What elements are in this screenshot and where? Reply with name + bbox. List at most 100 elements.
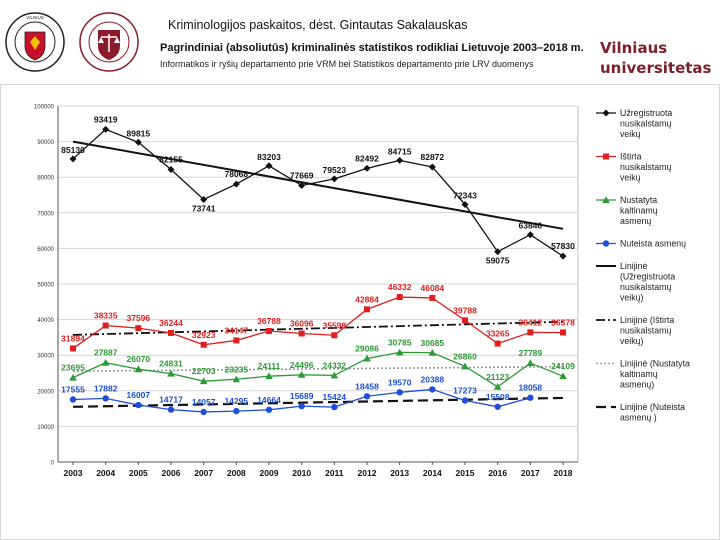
legend-label: kaltinamų [620,369,658,379]
data-label: 35598 [323,320,347,330]
university-wordmark: Vilniaus universitetas [600,38,711,78]
series-line [72,296,564,349]
data-point [330,175,338,183]
data-label: 18058 [519,383,543,393]
y-tick-label: 50000 [37,283,54,289]
data-point [265,162,273,170]
data-point [102,125,110,133]
data-label: 79523 [323,165,347,175]
data-label: 32923 [192,330,216,340]
x-tick-label: 2013 [390,468,409,478]
data-label: 24496 [290,360,314,370]
data-label: 46084 [421,283,445,293]
data-point [363,393,371,400]
data-point [134,138,142,146]
data-point [493,383,502,390]
data-point [102,322,109,329]
data-label: 38335 [94,311,118,321]
y-tick-label: 30000 [37,354,54,360]
x-tick-label: 2011 [325,468,344,478]
data-label: 24831 [159,359,183,369]
data-point [527,329,534,336]
vilnius-university-seal-icon: VILNIUS [5,12,65,72]
y-tick-label: 80000 [37,176,54,182]
legend-label: nusikalstamų [620,282,671,292]
data-point [297,370,306,378]
data-label: 26070 [127,354,151,364]
x-tick-label: 2004 [96,468,115,478]
x-tick-label: 2012 [358,468,377,478]
legend-label: (Užregistruota [620,272,675,282]
x-tick-label: 2017 [521,468,540,478]
y-tick-label: 60000 [37,247,54,253]
data-point [527,394,534,401]
data-point [167,406,175,413]
legend-label: Linijinė (Nustatyta [620,359,690,369]
y-tick-label: 90000 [37,140,54,146]
legend-label: nusikalstamų [620,326,671,336]
data-label: 24332 [323,360,347,370]
data-point [396,389,403,396]
legend-label: veikų [620,173,641,183]
y-tick-label: 40000 [37,318,54,324]
legend-label: veikų) [620,336,644,346]
legend-label: Užregistruota [620,108,672,118]
data-label: 36412 [519,317,543,327]
data-point [233,337,240,344]
x-tick-label: 2005 [129,468,148,478]
data-point [298,181,306,189]
data-point [200,341,207,348]
data-label: 23235 [225,364,249,374]
data-label: 78068 [225,169,249,179]
data-label: 82155 [159,155,183,165]
data-point [265,372,273,380]
data-label: 42884 [355,294,379,304]
data-point [265,406,273,413]
data-point [461,397,469,404]
data-label: 82872 [421,152,445,162]
course-title: Kriminologijos paskaitos, dėst. Gintauta… [168,18,468,32]
data-label: 37596 [127,313,151,323]
series-line [72,351,564,388]
university-wordmark-line2: universitetas [600,59,712,77]
data-label: 27789 [519,348,543,358]
chart-subtitle: Informatikos ir ryšių departamento prie … [160,59,534,69]
x-tick-label: 2007 [194,468,213,478]
data-label: 22703 [192,366,216,376]
data-point [526,359,535,367]
legend-label: veikų) [620,293,644,303]
data-point [429,294,436,301]
x-tick-label: 2009 [260,468,279,478]
legend-label: Linijinė (Nuteista [620,402,685,412]
y-tick-label: 70000 [37,211,54,217]
data-point [395,348,404,356]
legend-label: asmenų [620,216,651,226]
data-point [199,377,208,385]
data-point [331,332,338,339]
x-tick-label: 2003 [64,468,83,478]
data-point [102,395,109,402]
data-label: 36096 [290,318,314,328]
data-point [396,294,403,301]
legend-label: nusikalstamų [620,119,671,129]
data-point [428,163,436,171]
y-tick-label: 100000 [34,105,55,111]
legend-label: Nustatyta [620,195,657,205]
data-point [69,155,77,163]
x-tick-label: 2010 [292,468,311,478]
legend-label: Ištirta [620,152,642,162]
y-tick-label: 10000 [37,425,54,431]
data-point [363,164,371,172]
y-tick-label: 20000 [37,389,54,395]
data-point [233,407,240,415]
data-label: 24109 [551,361,575,371]
legend-label: nusikalstamų [620,162,671,172]
data-point [69,396,77,403]
legend-label: asmenų) [620,380,654,390]
university-wordmark-line1: Vilniaus [600,39,668,57]
x-tick-label: 2016 [488,468,507,478]
data-label: 20388 [421,374,445,384]
data-point [135,401,142,409]
x-tick-label: 2008 [227,468,246,478]
data-point [461,362,469,370]
